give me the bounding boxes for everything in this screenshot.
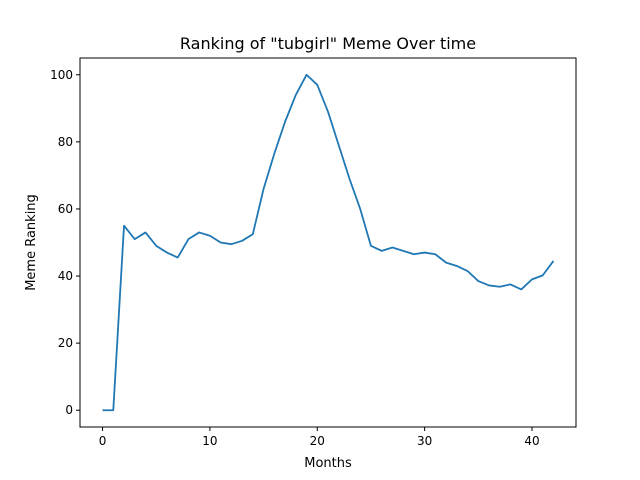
data-point xyxy=(316,84,318,86)
data-point xyxy=(187,238,189,240)
data-point xyxy=(252,233,254,235)
data-point xyxy=(542,274,544,276)
data-point xyxy=(295,94,297,96)
x-tick-label: 30 xyxy=(417,434,432,448)
data-point xyxy=(327,111,329,113)
y-tick-label: 80 xyxy=(58,135,73,149)
data-point xyxy=(477,280,479,282)
data-point xyxy=(402,250,404,252)
data-point xyxy=(306,74,308,76)
series-line xyxy=(102,73,555,412)
data-point xyxy=(273,153,275,155)
y-tick-label: 40 xyxy=(58,269,73,283)
data-point xyxy=(381,250,383,252)
data-point xyxy=(155,245,157,247)
data-point xyxy=(102,409,104,411)
data-point xyxy=(488,284,490,286)
data-point xyxy=(456,265,458,267)
data-point xyxy=(499,286,501,288)
data-point xyxy=(520,288,522,290)
y-tick-label: 100 xyxy=(50,68,73,82)
data-point xyxy=(241,240,243,242)
data-point xyxy=(424,252,426,254)
data-point xyxy=(166,252,168,254)
data-point xyxy=(177,257,179,259)
x-axis-label: Months xyxy=(304,456,352,471)
data-point xyxy=(359,208,361,210)
y-tick-label: 60 xyxy=(58,202,73,216)
x-tick-label: 40 xyxy=(524,434,539,448)
chart-title: Ranking of "tubgirl" Meme Over time xyxy=(180,34,476,53)
x-tick-label: 10 xyxy=(202,434,217,448)
data-point xyxy=(445,262,447,264)
data-point xyxy=(552,260,554,262)
x-axis-ticks: 0 10 20 30 40 xyxy=(99,427,540,448)
data-point xyxy=(134,238,136,240)
data-point xyxy=(263,188,265,190)
y-axis-label: Meme Ranking xyxy=(24,194,39,291)
data-point xyxy=(209,235,211,237)
data-point xyxy=(144,231,146,233)
data-point xyxy=(284,121,286,123)
data-point xyxy=(531,278,533,280)
y-tick-label: 0 xyxy=(65,403,73,417)
x-tick-label: 20 xyxy=(310,434,325,448)
data-point xyxy=(370,245,372,247)
data-point xyxy=(391,247,393,249)
data-point xyxy=(198,231,200,233)
data-point xyxy=(348,178,350,180)
data-points xyxy=(102,74,555,411)
data-point xyxy=(510,283,512,285)
data-point xyxy=(338,144,340,146)
x-tick-label: 0 xyxy=(99,434,107,448)
y-tick-label: 20 xyxy=(58,336,73,350)
data-point xyxy=(467,270,469,272)
data-point xyxy=(123,225,125,227)
plot-area-frame xyxy=(79,57,577,428)
data-point xyxy=(230,243,232,245)
y-axis-ticks: 0 20 40 60 80 100 xyxy=(50,68,80,417)
data-point xyxy=(413,253,415,255)
data-point xyxy=(220,242,222,244)
data-point xyxy=(434,253,436,255)
data-point xyxy=(112,409,114,411)
